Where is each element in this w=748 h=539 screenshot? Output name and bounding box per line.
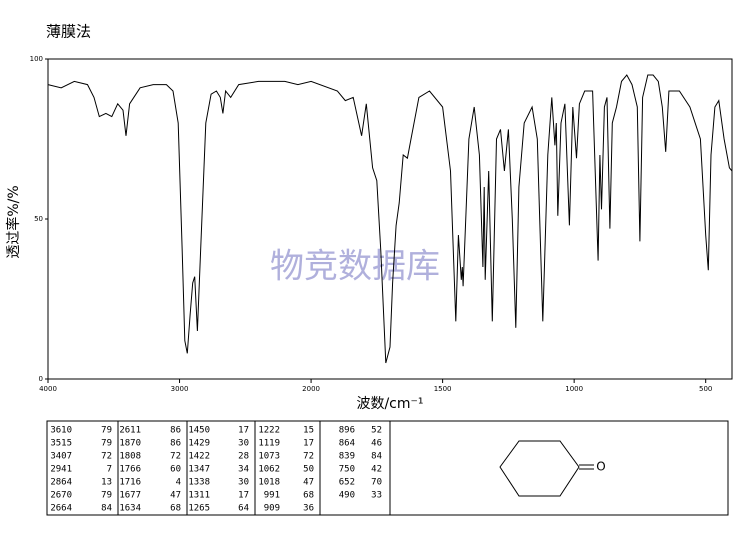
peak-transmittance: 30 bbox=[238, 439, 249, 449]
peak-wavenumber: 2664 bbox=[50, 504, 72, 514]
peak-transmittance: 60 bbox=[170, 465, 181, 475]
table-dividers bbox=[117, 421, 391, 515]
peak-wavenumber: 991 bbox=[264, 491, 280, 501]
peak-transmittance: 17 bbox=[238, 426, 249, 436]
title: 薄膜法 bbox=[46, 23, 91, 41]
peak-wavenumber: 1429 bbox=[188, 439, 210, 449]
peak-transmittance: 70 bbox=[371, 478, 382, 488]
x-tick-label: 1000 bbox=[565, 385, 583, 393]
peak-wavenumber: 1018 bbox=[258, 478, 280, 488]
spectrum-line bbox=[47, 74, 733, 364]
peak-transmittance: 30 bbox=[238, 478, 249, 488]
peak-wavenumber: 1870 bbox=[119, 439, 141, 449]
y-tick-label: 100 bbox=[30, 55, 43, 63]
peak-transmittance: 72 bbox=[101, 452, 112, 462]
peak-transmittance: 46 bbox=[371, 439, 382, 449]
peak-transmittance: 86 bbox=[170, 426, 181, 436]
peak-transmittance: 72 bbox=[303, 452, 314, 462]
y-axis-label: 透过率%/% bbox=[5, 185, 22, 258]
peak-transmittance: 15 bbox=[303, 426, 314, 436]
peak-transmittance: 42 bbox=[371, 465, 382, 475]
peak-wavenumber: 1808 bbox=[119, 452, 141, 462]
peak-transmittance: 4 bbox=[176, 478, 181, 488]
peak-transmittance: 52 bbox=[371, 426, 382, 436]
peak-transmittance: 17 bbox=[303, 439, 314, 449]
peak-transmittance: 84 bbox=[101, 504, 112, 514]
peak-transmittance: 79 bbox=[101, 491, 112, 501]
peak-wavenumber: 1716 bbox=[119, 478, 141, 488]
peak-transmittance: 72 bbox=[170, 452, 181, 462]
peak-wavenumber: 1311 bbox=[188, 491, 210, 501]
peak-transmittance: 50 bbox=[303, 465, 314, 475]
y-tick-label: 0 bbox=[39, 375, 43, 383]
peak-wavenumber: 1450 bbox=[188, 426, 210, 436]
x-axis-label: 波数/cm⁻¹ bbox=[356, 396, 423, 412]
peak-transmittance: 47 bbox=[303, 478, 314, 488]
peak-wavenumber: 1338 bbox=[188, 478, 210, 488]
plot-frame bbox=[47, 58, 733, 380]
peak-transmittance: 17 bbox=[238, 491, 249, 501]
peak-wavenumber: 864 bbox=[339, 439, 355, 449]
peak-transmittance: 68 bbox=[170, 504, 181, 514]
peak-wavenumber: 2864 bbox=[50, 478, 72, 488]
x-tick-label: 2000 bbox=[302, 385, 320, 393]
peak-wavenumber: 2941 bbox=[50, 465, 72, 475]
peak-transmittance: 79 bbox=[101, 426, 112, 436]
peak-transmittance: 13 bbox=[101, 478, 112, 488]
peak-transmittance: 79 bbox=[101, 439, 112, 449]
peak-wavenumber: 750 bbox=[339, 465, 355, 475]
peak-transmittance: 34 bbox=[238, 465, 249, 475]
peak-transmittance: 36 bbox=[303, 504, 314, 514]
peak-wavenumber: 3610 bbox=[50, 426, 72, 436]
peak-wavenumber: 2670 bbox=[50, 491, 72, 501]
peak-wavenumber: 1119 bbox=[258, 439, 280, 449]
table-frame bbox=[46, 420, 729, 516]
peak-transmittance: 33 bbox=[371, 491, 382, 501]
peak-wavenumber: 1766 bbox=[119, 465, 141, 475]
peak-wavenumber: 896 bbox=[339, 426, 355, 436]
peak-wavenumber: 652 bbox=[339, 478, 355, 488]
peak-transmittance: 84 bbox=[371, 452, 382, 462]
peak-transmittance: 47 bbox=[170, 491, 181, 501]
peak-transmittance: 86 bbox=[170, 439, 181, 449]
peak-wavenumber: 1634 bbox=[119, 504, 141, 514]
peak-wavenumber: 2611 bbox=[119, 426, 141, 436]
x-tick-label: 1500 bbox=[434, 385, 452, 393]
peak-wavenumber: 3407 bbox=[50, 452, 72, 462]
peak-transmittance: 68 bbox=[303, 491, 314, 501]
structure bbox=[499, 440, 594, 497]
peak-wavenumber: 1677 bbox=[119, 491, 141, 501]
peak-wavenumber: 1347 bbox=[188, 465, 210, 475]
oxygen-atom: O bbox=[596, 460, 605, 474]
peak-wavenumber: 839 bbox=[339, 452, 355, 462]
peak-wavenumber: 3515 bbox=[50, 439, 72, 449]
peak-wavenumber: 1222 bbox=[258, 426, 280, 436]
watermark: 物竞数据库 bbox=[270, 247, 440, 287]
peak-transmittance: 7 bbox=[107, 465, 112, 475]
peak-wavenumber: 1422 bbox=[188, 452, 210, 462]
peak-wavenumber: 490 bbox=[339, 491, 355, 501]
peak-transmittance: 64 bbox=[238, 504, 249, 514]
x-tick-label: 3000 bbox=[171, 385, 189, 393]
x-tick-label: 4000 bbox=[39, 385, 57, 393]
peak-wavenumber: 909 bbox=[264, 504, 280, 514]
peak-wavenumber: 1265 bbox=[188, 504, 210, 514]
peak-wavenumber: 1062 bbox=[258, 465, 280, 475]
y-tick-label: 50 bbox=[34, 215, 43, 223]
peak-wavenumber: 1073 bbox=[258, 452, 280, 462]
peak-transmittance: 28 bbox=[238, 452, 249, 462]
x-tick-label: 500 bbox=[699, 385, 712, 393]
